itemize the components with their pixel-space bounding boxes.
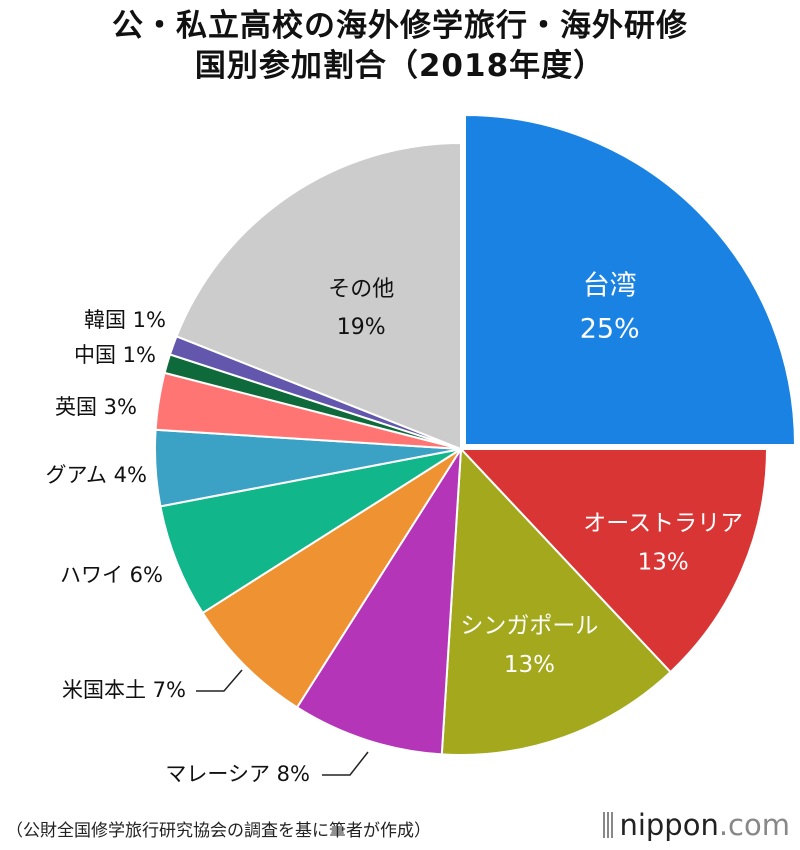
slice-label-6: グアム 4% bbox=[45, 463, 147, 487]
pie-slice-0 bbox=[464, 113, 797, 446]
slice-value-10: 19% bbox=[337, 315, 386, 340]
pie-slice-3 bbox=[295, 448, 462, 756]
slice-label-7: 英国 3% bbox=[55, 395, 137, 419]
chart-title-line-2: 国別参加割合（2018年度） bbox=[194, 48, 606, 84]
logo-text: nippon bbox=[619, 808, 719, 842]
slice-label-4: 米国本土 7% bbox=[62, 678, 186, 702]
leader-line-3 bbox=[322, 751, 369, 776]
slice-label-3: マレーシア 8% bbox=[165, 762, 310, 786]
leader-line-4 bbox=[196, 669, 243, 692]
pie-slice-10 bbox=[175, 141, 462, 451]
slice-label-9: 韓国 1% bbox=[84, 308, 166, 332]
source-note: （公財全国修学旅行研究協会の調査を基に筆者が作成） bbox=[6, 821, 431, 841]
slice-label-1: オーストラリア bbox=[583, 511, 743, 537]
pie-slice-2 bbox=[440, 446, 672, 756]
logo-suffix: .com bbox=[718, 808, 790, 842]
pie-slice-1 bbox=[458, 448, 769, 674]
slice-label-8: 中国 1% bbox=[74, 343, 156, 367]
slice-value-2: 13% bbox=[504, 652, 555, 678]
chart-title-line-1: 公・私立高校の海外修学旅行・海外研修 bbox=[112, 8, 688, 44]
slice-label-2: シンガポール bbox=[460, 613, 598, 639]
slice-label-0: 台湾 bbox=[583, 270, 637, 301]
slice-value-1: 13% bbox=[638, 550, 689, 576]
logo-mark-icon bbox=[603, 812, 614, 838]
slice-label-10: その他 bbox=[328, 277, 394, 302]
nippon-com-logo: nippon.com bbox=[603, 808, 790, 842]
pie-slice-4 bbox=[201, 448, 462, 709]
slice-label-5: ハワイ 6% bbox=[60, 563, 163, 587]
slice-value-0: 25% bbox=[580, 313, 640, 344]
